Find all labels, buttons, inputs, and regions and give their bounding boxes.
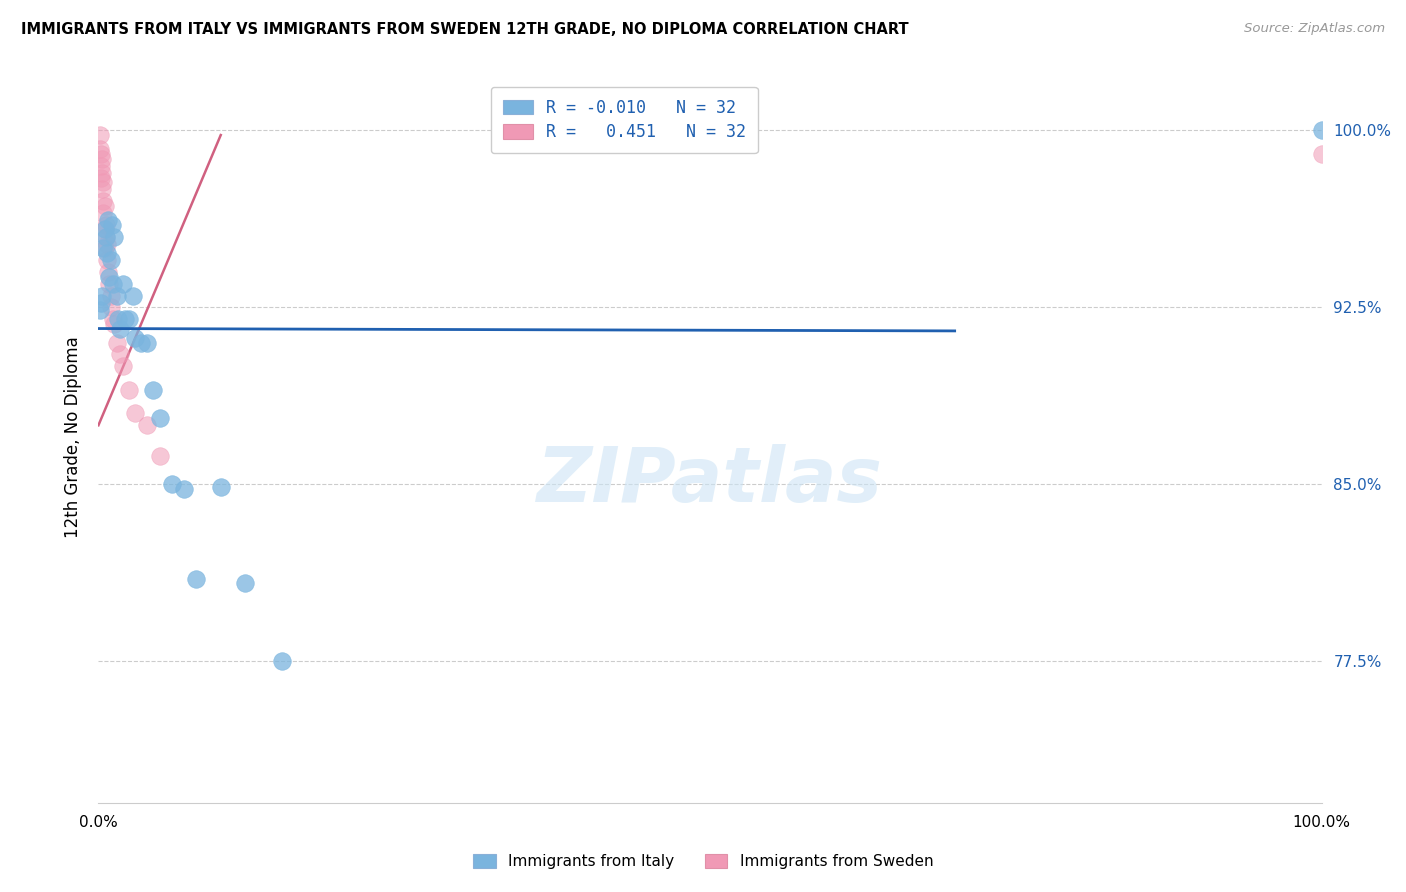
Point xyxy=(101,312,124,326)
Text: IMMIGRANTS FROM ITALY VS IMMIGRANTS FROM SWEDEN 12TH GRADE, NO DIPLOMA CORRELATI: IMMIGRANTS FROM ITALY VS IMMIGRANTS FROM… xyxy=(21,22,908,37)
Point xyxy=(91,175,114,189)
Point xyxy=(97,213,120,227)
Point xyxy=(94,229,117,244)
Point xyxy=(91,288,114,302)
Point xyxy=(136,418,159,433)
Point xyxy=(90,159,112,173)
Point xyxy=(89,128,111,142)
Point xyxy=(94,218,117,232)
Text: Source: ZipAtlas.com: Source: ZipAtlas.com xyxy=(1244,22,1385,36)
Legend: R = -0.010   N = 32, R =   0.451   N = 32: R = -0.010 N = 32, R = 0.451 N = 32 xyxy=(491,87,758,153)
Point xyxy=(100,301,122,315)
Point xyxy=(101,218,124,232)
Point xyxy=(100,288,122,302)
Point xyxy=(124,331,146,345)
Point xyxy=(91,182,114,196)
Point xyxy=(160,477,183,491)
Point xyxy=(111,359,134,374)
Point xyxy=(1310,147,1333,161)
Point xyxy=(209,480,232,494)
Point xyxy=(89,142,111,156)
Point xyxy=(149,449,172,463)
Point xyxy=(93,199,115,213)
Point xyxy=(98,269,121,284)
Point xyxy=(118,383,141,397)
Point xyxy=(94,229,117,244)
Point xyxy=(118,312,141,326)
Point xyxy=(100,253,122,268)
Point xyxy=(186,572,208,586)
Point xyxy=(91,206,114,220)
Point xyxy=(129,335,152,350)
Point xyxy=(149,411,172,425)
Point xyxy=(91,241,114,255)
Point xyxy=(103,317,125,331)
Point xyxy=(107,312,129,326)
Point xyxy=(1310,123,1333,137)
Point xyxy=(114,312,136,326)
Point xyxy=(90,170,112,185)
Point xyxy=(124,407,146,421)
Point xyxy=(103,229,125,244)
Point xyxy=(91,194,114,208)
Point xyxy=(93,241,115,255)
Point xyxy=(96,253,118,268)
Point xyxy=(90,147,112,161)
Legend: Immigrants from Italy, Immigrants from Sweden: Immigrants from Italy, Immigrants from S… xyxy=(467,848,939,875)
Point xyxy=(101,277,124,291)
Point xyxy=(93,222,115,236)
Point xyxy=(136,335,159,350)
Point xyxy=(97,265,120,279)
Point xyxy=(270,654,294,668)
Point xyxy=(110,347,132,361)
Point xyxy=(233,576,256,591)
Y-axis label: 12th Grade, No Diploma: 12th Grade, No Diploma xyxy=(63,336,82,538)
Point xyxy=(105,335,128,350)
Point xyxy=(142,383,165,397)
Point xyxy=(90,295,112,310)
Point xyxy=(91,152,114,166)
Point xyxy=(105,288,128,302)
Point xyxy=(96,236,118,251)
Point xyxy=(111,277,134,291)
Point xyxy=(98,277,121,291)
Point xyxy=(93,222,115,236)
Point xyxy=(96,246,118,260)
Text: ZIPatlas: ZIPatlas xyxy=(537,444,883,518)
Point xyxy=(121,288,143,302)
Point xyxy=(89,302,111,317)
Point xyxy=(110,321,132,335)
Point xyxy=(173,482,195,496)
Point xyxy=(91,166,114,180)
